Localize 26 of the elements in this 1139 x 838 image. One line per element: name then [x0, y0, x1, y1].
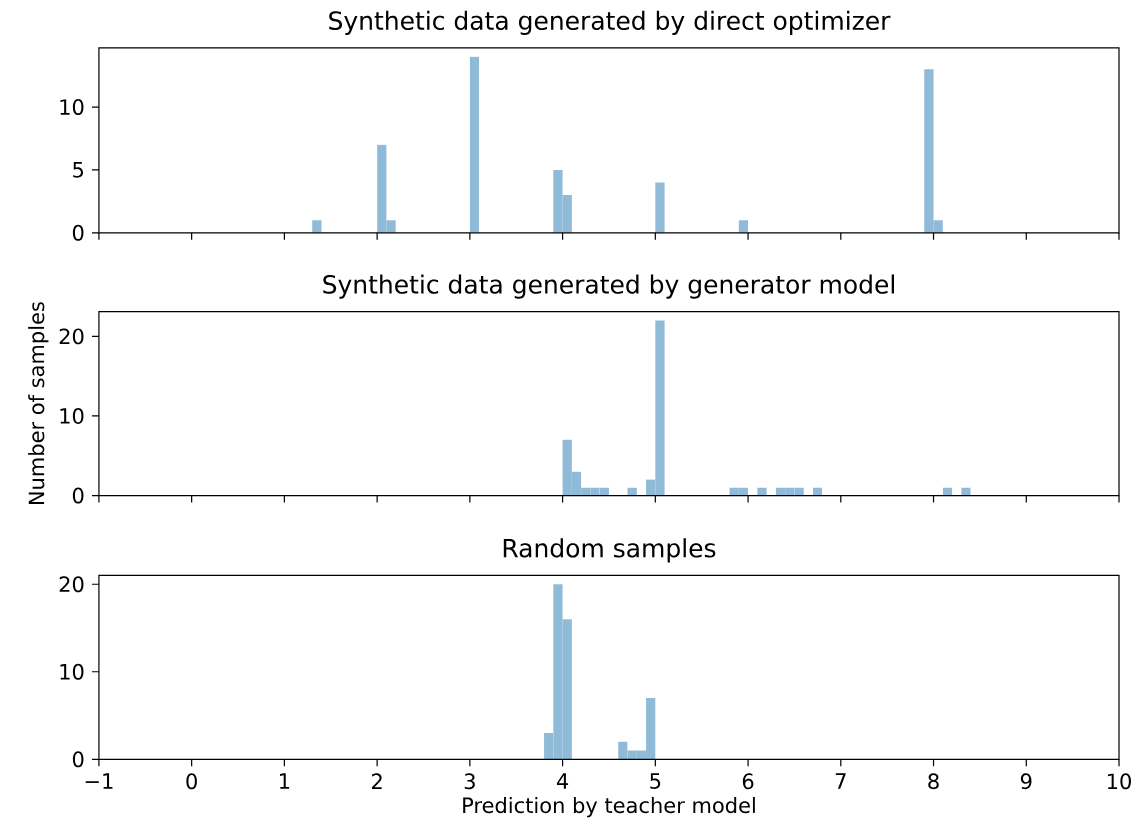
y-tick-label: 10 [60, 407, 84, 424]
y-tick-label: 5 [73, 162, 84, 178]
x-tick-label: 4 [556, 773, 569, 789]
x-tick-label: 5 [650, 773, 661, 789]
x-tick-label: 9 [1020, 773, 1032, 790]
x-tick-label: 8 [928, 773, 939, 790]
chart-title: Synthetic data generated by generator model [323, 274, 894, 299]
y-tick-label: 0 [72, 224, 84, 241]
chart-title: Synthetic data generated by direct optimizer [329, 10, 891, 35]
x-tick-label: 7 [835, 773, 846, 789]
chart-title: Random samples [503, 538, 716, 563]
x-tick-label: 2 [371, 773, 382, 789]
y-tick-label: 10 [60, 98, 84, 115]
x-tick-label: 3 [464, 773, 475, 790]
x-tick-label: 1 [280, 773, 290, 789]
y-tick-label: 0 [72, 487, 84, 504]
x-tick-label: 10 [1107, 773, 1131, 790]
x-tick-label: 6 [742, 773, 754, 790]
y-tick-label: 0 [72, 751, 84, 768]
y-tick-label: 20 [59, 576, 84, 593]
y-tick-label: 10 [60, 663, 84, 680]
x-tick-label: −1 [85, 773, 113, 789]
x-axis-title: Prediction by teacher model [463, 796, 755, 818]
y-tick-label: 20 [59, 328, 84, 345]
y-axis-title: Number of samples [28, 302, 49, 504]
x-tick-label: 0 [186, 773, 197, 790]
